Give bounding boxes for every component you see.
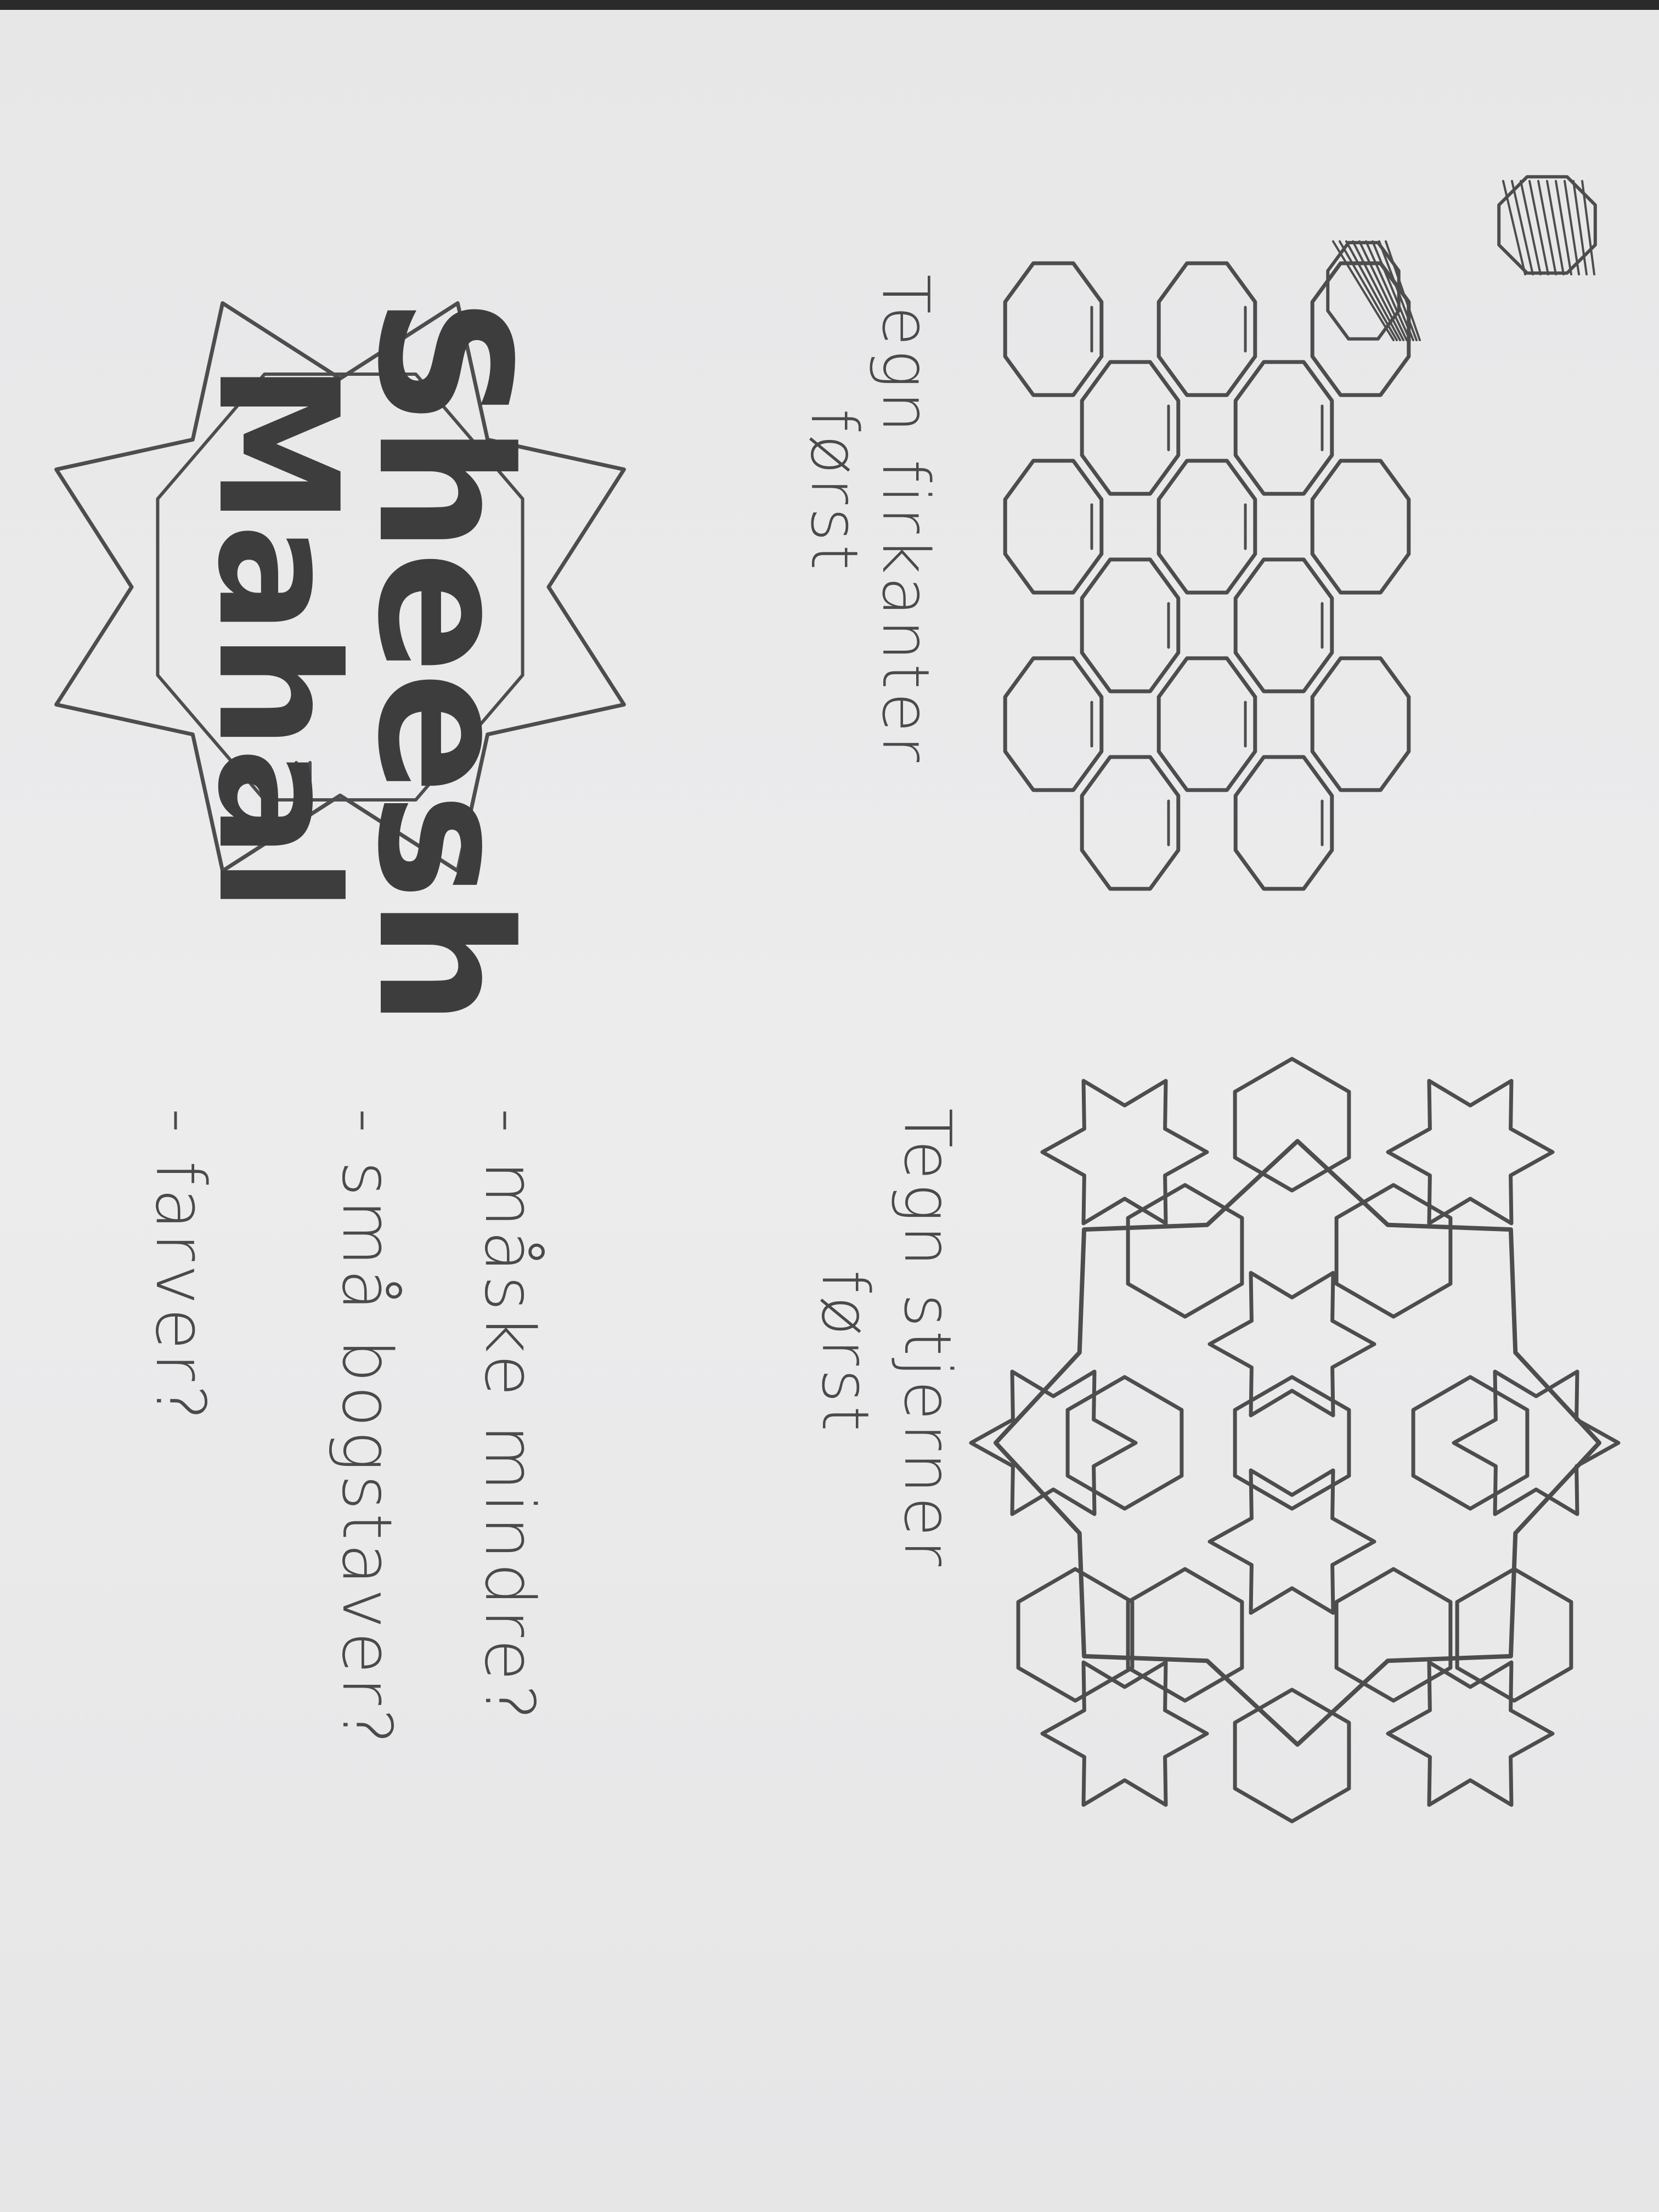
note-bullet-2: - små bogstaver?	[327, 1108, 406, 1748]
hexagon-tile	[1016, 1567, 1135, 1703]
shading-stroke	[1372, 240, 1414, 341]
star-pattern-drawing	[969, 1057, 1621, 1824]
shaded-octagon	[1326, 241, 1401, 341]
stars-caption-line2: først	[808, 1270, 883, 1435]
hexagon-tile	[1411, 1375, 1530, 1511]
octagon-tile	[1310, 261, 1411, 397]
octagon-tile	[1080, 755, 1181, 891]
octagon-tile	[1080, 557, 1181, 693]
octagon-tile	[1233, 557, 1334, 693]
stars-caption-line1: Tegn stjerner	[890, 1108, 966, 1570]
shading-stroke	[1520, 180, 1542, 275]
octagon-tile	[1156, 261, 1257, 397]
hexagon-tile	[1233, 1057, 1351, 1193]
octagon-tile	[1156, 656, 1257, 792]
octagon-tile	[1003, 656, 1104, 792]
logo-text-mahal: Mahal	[182, 362, 373, 911]
shading-stroke	[1537, 180, 1557, 275]
shading-stroke	[1564, 180, 1580, 275]
shading-stroke	[1332, 240, 1395, 341]
table-edge	[0, 0, 1659, 10]
six-point-star	[1386, 1079, 1555, 1226]
shaded-corner-scribble	[1326, 240, 1421, 341]
shading-stroke	[1511, 180, 1534, 275]
six-point-star	[1040, 1079, 1209, 1226]
note-bullet-1: - måske mindre?	[470, 1108, 549, 1724]
hexagon-tile	[1126, 1567, 1244, 1703]
six-point-star	[969, 1369, 1138, 1516]
octagon-tile	[1003, 459, 1104, 595]
shading-stroke	[1546, 180, 1565, 275]
hexagon-tile	[1455, 1567, 1573, 1703]
hexagon-tile	[1126, 1183, 1244, 1319]
shading-stroke	[1502, 180, 1526, 275]
octagon-tile	[1003, 261, 1104, 397]
octagon-tile	[1233, 755, 1334, 891]
shading-stroke	[1555, 180, 1572, 275]
hexagon-tile	[1233, 1688, 1351, 1824]
shaded-circle	[1497, 175, 1597, 275]
six-point-star	[1207, 1271, 1376, 1418]
six-point-star	[1452, 1369, 1621, 1516]
shaded-circle-scribble	[1497, 175, 1597, 275]
hexagon-tile	[1233, 1375, 1351, 1511]
hexagon-tile	[1334, 1183, 1453, 1319]
shading-stroke	[1572, 180, 1588, 275]
octagon-tile-pattern	[1003, 261, 1411, 891]
octagon-tile	[1310, 459, 1411, 595]
six-point-star	[1040, 1660, 1209, 1807]
shading-stroke	[1528, 180, 1549, 275]
octagon-tile	[1310, 656, 1411, 792]
tiles-caption-line1: Tegn firkanter	[868, 274, 944, 766]
hexagon-tile	[1065, 1375, 1184, 1511]
logo-star-frame	[54, 301, 626, 873]
shading-stroke	[1358, 240, 1408, 341]
six-point-star	[1386, 1660, 1555, 1807]
tiles-caption-line2: først	[797, 409, 872, 573]
six-point-star	[1207, 1468, 1376, 1615]
octagon-tile	[1080, 360, 1181, 496]
shading-stroke	[1365, 240, 1411, 341]
logo-star-outline	[54, 301, 626, 873]
logo-inner-octagon	[156, 373, 524, 802]
note-bullet-3: - farver?	[140, 1108, 219, 1424]
shading-stroke	[1352, 240, 1404, 341]
outer-star-outline	[994, 1139, 1601, 1747]
hexagon-tile	[1334, 1567, 1453, 1703]
octagon-tile	[1233, 360, 1334, 496]
shading-stroke	[1581, 180, 1595, 275]
octagon-tile	[1156, 459, 1257, 595]
